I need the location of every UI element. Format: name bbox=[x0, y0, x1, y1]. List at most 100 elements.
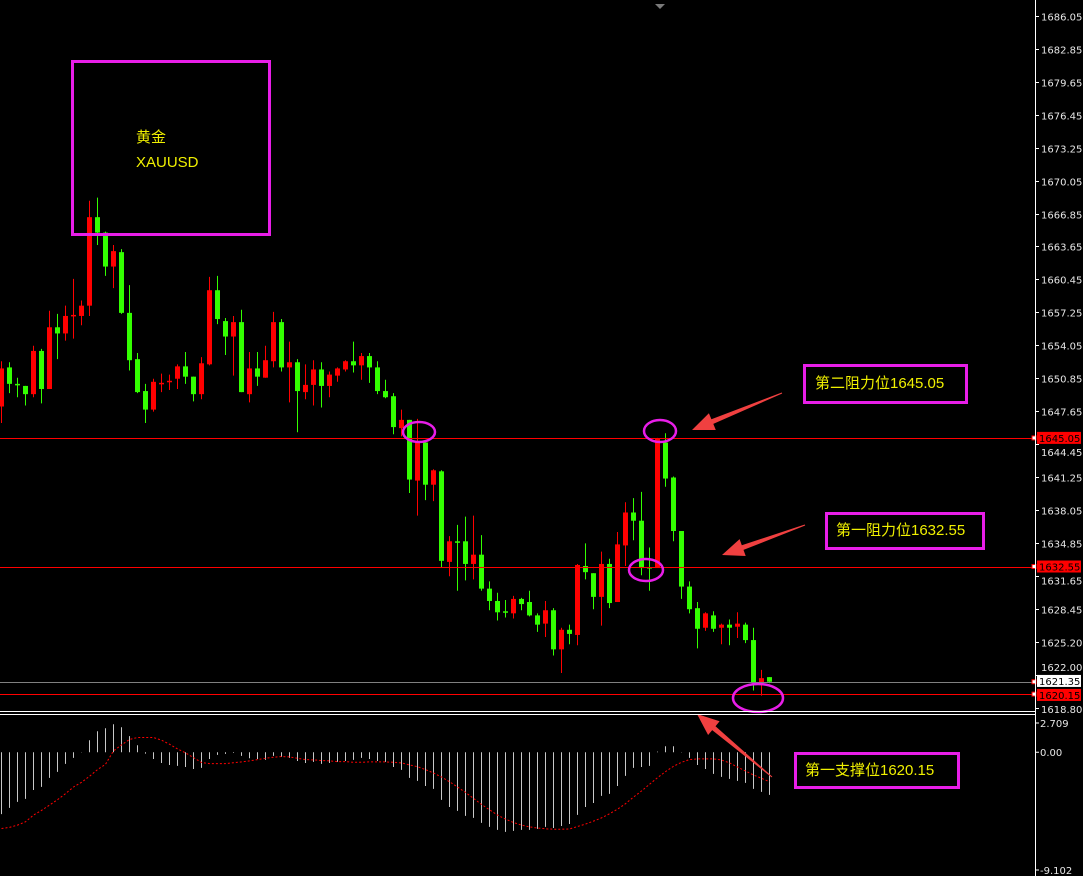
candle-bullish bbox=[703, 612, 708, 631]
candle-bearish bbox=[279, 319, 284, 372]
support-1-label: 第一支撑位1620.15 bbox=[805, 762, 935, 779]
candle-bearish bbox=[535, 613, 540, 632]
candle-bullish bbox=[263, 345, 268, 378]
candle-bearish bbox=[127, 285, 132, 371]
current-price-tag: 1621.35 bbox=[1039, 677, 1080, 688]
candle-body bbox=[319, 369, 324, 386]
candle-body bbox=[663, 442, 668, 479]
axis-tick-label: 1663.65 bbox=[1041, 243, 1082, 254]
candle-bullish bbox=[231, 315, 236, 376]
candle-body bbox=[527, 602, 532, 616]
candle-body bbox=[231, 322, 236, 337]
candle-body bbox=[111, 251, 116, 267]
candle-body bbox=[447, 541, 452, 562]
candle-bullish bbox=[303, 364, 308, 400]
candle-bullish bbox=[655, 437, 660, 569]
candle-body bbox=[63, 315, 68, 334]
level-price-tag: 1620.15 bbox=[1039, 691, 1080, 702]
candle-bearish bbox=[639, 491, 644, 576]
candle-body bbox=[95, 217, 100, 233]
candle-body bbox=[15, 383, 20, 386]
candle-body bbox=[535, 615, 540, 625]
candle-body bbox=[239, 322, 244, 393]
candle-bullish bbox=[511, 595, 516, 619]
candle-body bbox=[631, 512, 636, 521]
candle-bullish bbox=[151, 378, 156, 412]
candle-body bbox=[407, 419, 412, 480]
candle-bearish bbox=[367, 352, 372, 383]
axis-tick-label: 1634.85 bbox=[1041, 540, 1082, 551]
candle-body bbox=[295, 362, 300, 392]
candle-bullish bbox=[0, 361, 4, 423]
candle-body bbox=[71, 314, 76, 317]
axis-tick-label: 1638.05 bbox=[1041, 507, 1082, 518]
candle-body bbox=[671, 477, 676, 532]
highlight-circle bbox=[401, 420, 437, 444]
candle-body bbox=[119, 252, 124, 313]
candle-body bbox=[279, 322, 284, 368]
candle-body bbox=[39, 350, 44, 390]
candle-bearish bbox=[119, 249, 124, 314]
candle-bullish bbox=[47, 310, 52, 390]
candle-bullish bbox=[431, 469, 436, 502]
candle-bullish bbox=[31, 345, 36, 398]
candle-body bbox=[335, 368, 340, 376]
candle-bearish bbox=[103, 231, 108, 276]
candle-bearish bbox=[567, 624, 572, 645]
candle-body bbox=[271, 322, 276, 362]
candle-body bbox=[495, 600, 500, 613]
candle-body bbox=[167, 380, 172, 383]
candle-body bbox=[327, 374, 332, 386]
candle-bearish bbox=[695, 602, 700, 649]
arrow-icon bbox=[697, 714, 773, 778]
candle-bearish bbox=[711, 611, 716, 632]
candle-body bbox=[735, 623, 740, 627]
level-price-tag-bg bbox=[1037, 560, 1081, 573]
axis-tick-label: 1644.45 bbox=[1041, 448, 1082, 459]
arrow-icon bbox=[722, 524, 806, 556]
candle-body bbox=[599, 563, 604, 597]
candle-bearish bbox=[439, 470, 444, 568]
current-price-tag-bg bbox=[1037, 674, 1081, 687]
candle-bearish bbox=[295, 359, 300, 433]
candle-body bbox=[759, 678, 764, 683]
highlight-circle bbox=[642, 418, 678, 444]
candle-bearish bbox=[375, 361, 380, 395]
candle-body bbox=[159, 382, 164, 385]
candle-body bbox=[55, 327, 60, 334]
candle-body bbox=[751, 640, 756, 683]
candle-bearish bbox=[215, 275, 220, 325]
candle-body bbox=[607, 563, 612, 604]
candle-body bbox=[679, 531, 684, 587]
candle-body bbox=[575, 564, 580, 635]
candle-body bbox=[351, 361, 356, 366]
candle-body bbox=[543, 610, 548, 624]
candle-bearish bbox=[407, 419, 412, 493]
candle-bearish bbox=[191, 376, 196, 402]
candle-bullish bbox=[599, 551, 604, 626]
candle-bearish bbox=[647, 547, 652, 591]
symbol-name-cn: 黄金 bbox=[136, 129, 167, 146]
candle-body bbox=[303, 384, 308, 393]
candle-bearish bbox=[455, 524, 460, 591]
candle-body bbox=[559, 629, 564, 650]
level-price-tag: 1645.05 bbox=[1039, 434, 1080, 445]
candle-body bbox=[87, 217, 92, 306]
axis-tick-label: 1676.45 bbox=[1041, 112, 1082, 123]
candle-bearish bbox=[391, 393, 396, 435]
candle-body bbox=[23, 385, 28, 395]
candle-bearish bbox=[183, 351, 188, 384]
highlight-circle bbox=[627, 557, 665, 583]
axis-tick-label: 1650.85 bbox=[1041, 375, 1082, 386]
candle-bullish bbox=[415, 418, 420, 516]
candle-body bbox=[367, 356, 372, 368]
candle-body bbox=[287, 362, 292, 368]
candle-body bbox=[519, 598, 524, 605]
candle-bullish bbox=[359, 352, 364, 380]
axis-tick-label: 1641.25 bbox=[1041, 474, 1082, 485]
macd-signal-line bbox=[1, 737, 770, 830]
candle-bearish bbox=[679, 531, 684, 599]
candle-bearish bbox=[39, 348, 44, 404]
candle-body bbox=[767, 677, 772, 682]
